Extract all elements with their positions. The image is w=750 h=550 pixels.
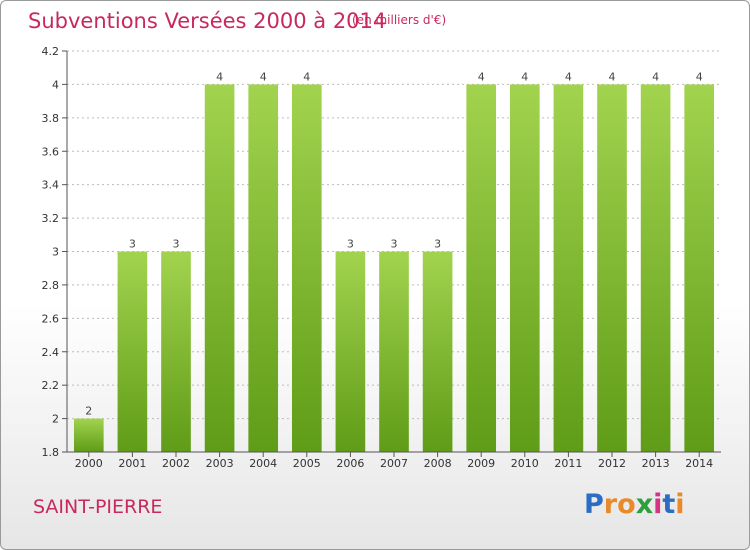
x-tick-label: 2011 xyxy=(554,457,582,470)
y-tick-label: 3.4 xyxy=(42,179,60,192)
bar-2010 xyxy=(509,84,540,453)
y-tick-label: 3.2 xyxy=(42,212,60,225)
logo-letter: o xyxy=(617,489,636,520)
data-label-2008: 3 xyxy=(434,238,441,251)
logo-letter: t xyxy=(662,489,676,520)
x-tick-label: 2009 xyxy=(467,457,495,470)
bar-2012 xyxy=(597,84,627,453)
data-label-2011: 4 xyxy=(565,70,572,83)
data-label-2007: 3 xyxy=(391,238,398,251)
data-label-2005: 4 xyxy=(303,70,310,83)
x-tick-label: 2005 xyxy=(293,457,321,470)
logo-letter: i xyxy=(653,489,663,520)
x-tick-label: 2002 xyxy=(162,457,190,470)
x-tick-label: 2007 xyxy=(380,457,408,470)
data-label-2006: 3 xyxy=(347,238,354,251)
y-tick-label: 2.2 xyxy=(42,379,60,392)
bar-2002 xyxy=(161,251,191,452)
data-label-2012: 4 xyxy=(609,70,616,83)
y-tick-label: 2.4 xyxy=(42,346,60,359)
y-tick-label: 3.6 xyxy=(42,145,60,158)
data-label-2009: 4 xyxy=(478,70,485,83)
data-label-2000: 2 xyxy=(85,405,92,418)
x-tick-label: 2010 xyxy=(511,457,539,470)
bar-2013 xyxy=(640,84,671,453)
chart-title: Subventions Versées 2000 à 2014 xyxy=(28,9,387,33)
bar-2014 xyxy=(684,84,715,453)
bar-2001 xyxy=(117,251,148,452)
bar-2005 xyxy=(291,84,322,453)
y-tick-label: 1.8 xyxy=(42,446,60,459)
bar-2009 xyxy=(466,84,497,453)
bar-2008 xyxy=(422,251,453,452)
y-tick-label: 2.8 xyxy=(42,279,60,292)
x-tick-label: 2014 xyxy=(685,457,713,470)
y-tick-label: 3.8 xyxy=(42,112,60,125)
bar-2006 xyxy=(335,251,366,452)
x-tick-label: 2001 xyxy=(118,457,146,470)
data-label-2004: 4 xyxy=(260,70,267,83)
bar-2000 xyxy=(73,418,104,452)
y-tick-label: 3 xyxy=(52,246,59,259)
data-label-2014: 4 xyxy=(696,70,703,83)
logo-letter: x xyxy=(635,489,654,520)
y-tick-label: 2 xyxy=(52,413,59,426)
logo-letter: P xyxy=(584,489,604,520)
logo-letter: i xyxy=(675,489,685,520)
x-tick-label: 2012 xyxy=(598,457,626,470)
chart-subtitle: (en milliers d'€) xyxy=(352,13,447,27)
x-tick-label: 2013 xyxy=(642,457,670,470)
x-tick-label: 2006 xyxy=(336,457,364,470)
data-label-2013: 4 xyxy=(652,70,659,83)
x-tick-label: 2000 xyxy=(75,457,103,470)
data-label-2003: 4 xyxy=(216,70,223,83)
y-tick-label: 4.2 xyxy=(42,45,60,58)
data-label-2002: 3 xyxy=(173,238,180,251)
data-label-2001: 3 xyxy=(129,238,136,251)
commune-name: SAINT-PIERRE xyxy=(33,496,163,518)
proxiti-logo: Proxiti xyxy=(584,489,685,520)
bar-2004 xyxy=(248,84,279,453)
y-tick-label: 4 xyxy=(52,78,59,91)
y-tick-label: 2.6 xyxy=(42,312,60,325)
bar-2003 xyxy=(204,84,235,453)
bar-2007 xyxy=(379,251,409,452)
x-tick-label: 2008 xyxy=(424,457,452,470)
logo-letter: r xyxy=(603,489,618,520)
x-tick-label: 2004 xyxy=(249,457,277,470)
x-tick-label: 2003 xyxy=(206,457,234,470)
data-label-2010: 4 xyxy=(521,70,528,83)
bar-2011 xyxy=(553,84,584,453)
